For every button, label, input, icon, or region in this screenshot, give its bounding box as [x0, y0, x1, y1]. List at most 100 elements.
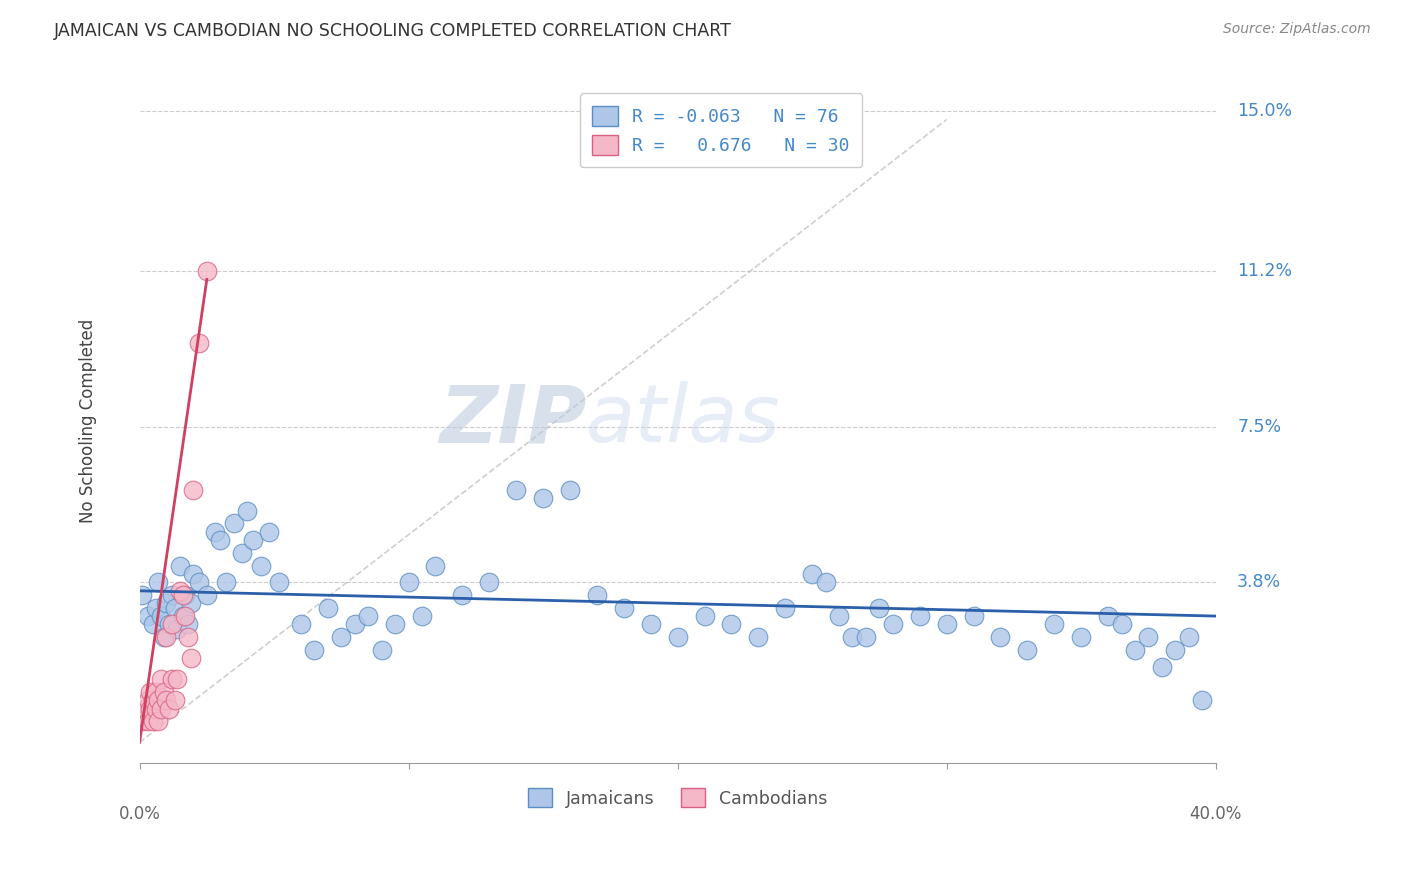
- Point: [747, 630, 769, 644]
- Point: [136, 714, 159, 729]
- Point: [1070, 630, 1092, 644]
- Point: [478, 575, 501, 590]
- Point: [155, 597, 177, 611]
- Point: [882, 617, 904, 632]
- Point: [242, 533, 264, 548]
- Point: [142, 693, 165, 707]
- Point: [411, 609, 433, 624]
- Point: [425, 558, 447, 573]
- Point: [231, 546, 253, 560]
- Point: [451, 588, 474, 602]
- Point: [145, 685, 167, 699]
- Point: [180, 651, 202, 665]
- Point: [166, 622, 188, 636]
- Point: [174, 588, 197, 602]
- Point: [357, 609, 380, 624]
- Text: 11.2%: 11.2%: [1237, 262, 1292, 280]
- Point: [1191, 693, 1213, 707]
- Point: [183, 483, 205, 497]
- Text: atlas: atlas: [586, 382, 780, 459]
- Point: [269, 575, 291, 590]
- Point: [855, 630, 877, 644]
- Point: [155, 630, 177, 644]
- Point: [370, 642, 392, 657]
- Point: [160, 672, 183, 686]
- Point: [1017, 642, 1039, 657]
- Point: [214, 575, 236, 590]
- Point: [222, 516, 245, 531]
- Point: [257, 524, 280, 539]
- Text: 0.0%: 0.0%: [118, 805, 160, 823]
- Point: [1043, 617, 1066, 632]
- Point: [169, 583, 191, 598]
- Point: [1150, 659, 1173, 673]
- Text: No Schooling Completed: No Schooling Completed: [79, 318, 97, 523]
- Point: [586, 588, 609, 602]
- Point: [841, 630, 863, 644]
- Point: [343, 617, 366, 632]
- Point: [148, 693, 170, 707]
- Point: [163, 693, 186, 707]
- Text: 40.0%: 40.0%: [1189, 805, 1241, 823]
- Point: [134, 701, 156, 715]
- Legend: Jamaicans, Cambodians: Jamaicans, Cambodians: [519, 780, 837, 816]
- Point: [384, 617, 406, 632]
- Text: 7.5%: 7.5%: [1237, 417, 1281, 435]
- Point: [828, 609, 851, 624]
- Point: [131, 588, 153, 602]
- Point: [160, 588, 183, 602]
- Point: [142, 714, 165, 729]
- Point: [187, 335, 209, 350]
- Point: [814, 575, 837, 590]
- Point: [1164, 642, 1187, 657]
- Text: Source: ZipAtlas.com: Source: ZipAtlas.com: [1223, 22, 1371, 37]
- Point: [1137, 630, 1160, 644]
- Point: [290, 617, 312, 632]
- Point: [531, 491, 554, 506]
- Point: [613, 600, 636, 615]
- Point: [1177, 630, 1199, 644]
- Point: [139, 701, 162, 715]
- Point: [330, 630, 353, 644]
- Point: [180, 597, 202, 611]
- Text: 15.0%: 15.0%: [1237, 102, 1292, 120]
- Point: [801, 566, 824, 581]
- Point: [183, 566, 205, 581]
- Point: [131, 714, 153, 729]
- Point: [145, 701, 167, 715]
- Point: [204, 524, 226, 539]
- Point: [148, 714, 170, 729]
- Point: [155, 693, 177, 707]
- Point: [187, 575, 209, 590]
- Point: [1123, 642, 1146, 657]
- Point: [640, 617, 662, 632]
- Text: 3.8%: 3.8%: [1237, 574, 1281, 591]
- Text: ZIP: ZIP: [439, 382, 586, 459]
- Point: [145, 600, 167, 615]
- Point: [163, 600, 186, 615]
- Point: [990, 630, 1012, 644]
- Point: [169, 558, 191, 573]
- Point: [249, 558, 271, 573]
- Point: [505, 483, 527, 497]
- Point: [868, 600, 890, 615]
- Point: [150, 609, 173, 624]
- Point: [177, 630, 200, 644]
- Point: [1111, 617, 1133, 632]
- Point: [136, 693, 159, 707]
- Point: [142, 617, 165, 632]
- Point: [558, 483, 581, 497]
- Point: [304, 642, 326, 657]
- Point: [148, 575, 170, 590]
- Point: [236, 504, 259, 518]
- Point: [157, 617, 180, 632]
- Point: [195, 264, 218, 278]
- Point: [139, 685, 162, 699]
- Point: [160, 617, 183, 632]
- Point: [316, 600, 339, 615]
- Point: [136, 609, 159, 624]
- Point: [935, 617, 957, 632]
- Point: [1097, 609, 1119, 624]
- Text: JAMAICAN VS CAMBODIAN NO SCHOOLING COMPLETED CORRELATION CHART: JAMAICAN VS CAMBODIAN NO SCHOOLING COMPL…: [53, 22, 731, 40]
- Point: [157, 701, 180, 715]
